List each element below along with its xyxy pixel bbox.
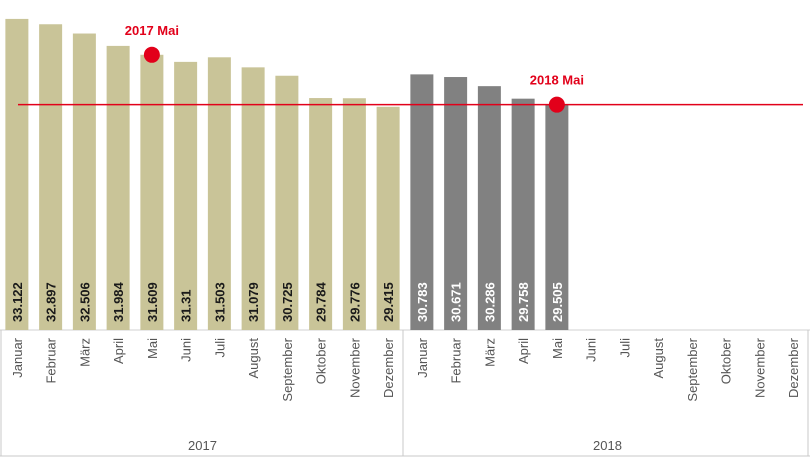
bar xyxy=(106,45,130,331)
bar xyxy=(477,86,501,330)
x-tick-label: November xyxy=(347,337,362,398)
bar xyxy=(174,61,198,330)
x-tick-label: Juni xyxy=(179,338,194,362)
bar xyxy=(275,75,299,331)
bar xyxy=(140,54,164,331)
value-label: 29.505 xyxy=(550,282,565,322)
group-label: 2018 xyxy=(593,438,622,453)
x-tick-label: August xyxy=(651,338,666,379)
value-label: 33.122 xyxy=(10,282,25,322)
x-tick-label: Juli xyxy=(212,338,227,358)
value-label: 32.506 xyxy=(77,282,92,322)
x-tick-label: September xyxy=(280,337,295,401)
highlight-dot xyxy=(143,46,160,63)
value-label: 31.31 xyxy=(179,289,194,322)
bar xyxy=(342,98,366,330)
bar xyxy=(207,57,231,331)
value-label: 29.415 xyxy=(381,282,396,322)
value-label: 30.725 xyxy=(280,282,295,322)
highlight-dot xyxy=(548,96,565,113)
x-tick-label: Dezember xyxy=(786,337,801,398)
bar xyxy=(410,74,434,331)
x-tick-label: Januar xyxy=(10,337,25,377)
value-label: 30.286 xyxy=(482,282,497,322)
x-tick-label: März xyxy=(482,338,497,367)
value-label: 31.503 xyxy=(212,282,227,322)
bar xyxy=(309,98,333,330)
x-tick-label: November xyxy=(752,337,767,398)
bar xyxy=(241,67,265,331)
bar xyxy=(72,33,96,331)
value-label: 31.079 xyxy=(246,282,261,322)
bar xyxy=(511,98,535,330)
value-label: 29.758 xyxy=(516,282,531,322)
x-tick-label: Mai xyxy=(550,338,565,359)
value-label: 29.784 xyxy=(314,281,329,322)
value-label: 31.984 xyxy=(111,281,126,322)
x-tick-label: Juli xyxy=(617,338,632,358)
bar xyxy=(39,24,63,330)
annotation: 2017 Mai xyxy=(125,23,179,38)
x-tick-label: April xyxy=(516,338,531,364)
x-tick-label: März xyxy=(77,338,92,367)
x-tick-label: Dezember xyxy=(381,337,396,398)
x-tick-label: Juni xyxy=(584,338,599,362)
x-tick-label: Mai xyxy=(145,338,160,359)
x-tick-label: Oktober xyxy=(719,337,734,384)
x-tick-label: September xyxy=(685,337,700,401)
x-tick-label: Januar xyxy=(415,337,430,377)
x-tick-label: August xyxy=(246,338,261,379)
bar xyxy=(545,104,569,330)
x-tick-label: Februar xyxy=(44,337,59,383)
value-label: 29.776 xyxy=(347,282,362,322)
value-label: 32.897 xyxy=(44,282,59,322)
x-tick-label: April xyxy=(111,338,126,364)
x-tick-label: Oktober xyxy=(314,337,329,384)
bar xyxy=(5,18,29,331)
group-label: 2017 xyxy=(188,438,217,453)
annotation: 2018 Mai xyxy=(530,73,584,88)
value-label: 30.783 xyxy=(415,282,430,322)
x-tick-label: Februar xyxy=(449,337,464,383)
value-label: 31.609 xyxy=(145,282,160,322)
bar xyxy=(376,106,400,331)
value-label: 30.671 xyxy=(449,282,464,322)
bar xyxy=(444,77,468,330)
